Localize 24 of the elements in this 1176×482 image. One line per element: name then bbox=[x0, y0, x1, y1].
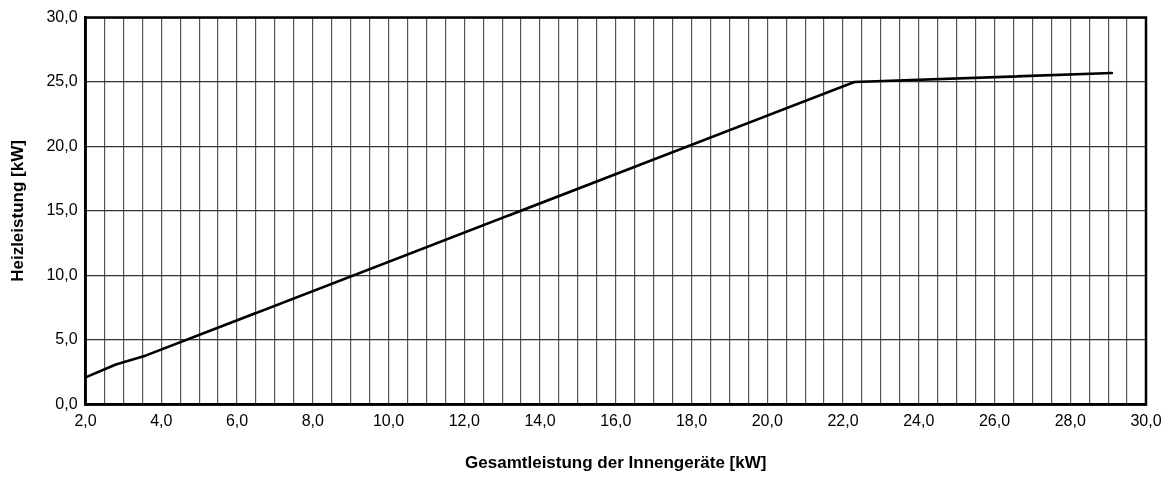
x-tick-label: 18,0 bbox=[675, 412, 708, 430]
y-tick-label: 0,0 bbox=[55, 394, 78, 412]
x-tick-label: 8,0 bbox=[301, 412, 324, 430]
y-axis-title: Heizleistung [kW] bbox=[7, 140, 27, 282]
y-tick-label: 15,0 bbox=[46, 201, 78, 219]
x-tick-label: 4,0 bbox=[150, 412, 173, 430]
x-tick-label: 10,0 bbox=[372, 412, 405, 430]
y-tick-label: 5,0 bbox=[55, 330, 78, 348]
x-tick-label: 6,0 bbox=[225, 412, 249, 430]
x-tick-label: 30,0 bbox=[1130, 412, 1162, 430]
y-tick-label: 10,0 bbox=[46, 265, 78, 283]
x-tick-label: 12,0 bbox=[448, 412, 480, 430]
x-axis-title: Gesamtleistung der Innengeräte [kW] bbox=[465, 453, 767, 473]
x-tick-label: 14,0 bbox=[524, 412, 556, 430]
x-tick-label: 16,0 bbox=[600, 412, 632, 430]
y-tick-label: 20,0 bbox=[46, 136, 78, 154]
x-tick-label: 22,0 bbox=[827, 412, 859, 430]
x-tick-label: 2,0 bbox=[74, 412, 97, 430]
x-tick-label: 20,0 bbox=[751, 412, 783, 430]
y-tick-label: 25,0 bbox=[46, 72, 78, 90]
y-tick-label: 30,0 bbox=[46, 8, 78, 26]
x-tick-label: 26,0 bbox=[978, 412, 1011, 430]
x-tick-label: 24,0 bbox=[903, 412, 935, 430]
x-tick-label: 28,0 bbox=[1054, 412, 1086, 430]
